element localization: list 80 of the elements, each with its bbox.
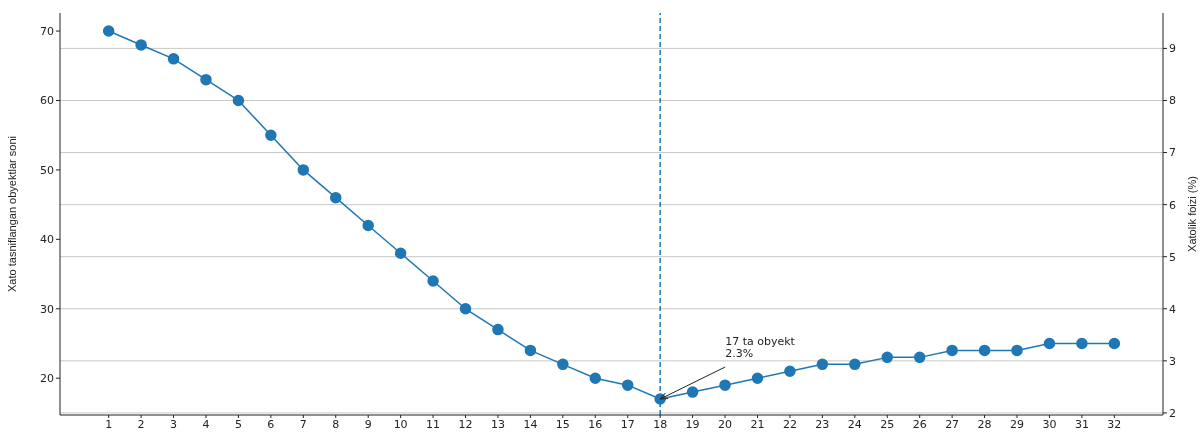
x-tick-label: 15 <box>555 417 570 431</box>
point <box>621 379 634 391</box>
point <box>200 73 212 86</box>
y-tick-label: 40 <box>40 233 54 247</box>
annotation: 17 ta obyekt 2.3% <box>725 335 796 361</box>
point <box>492 323 504 336</box>
point <box>1043 337 1056 350</box>
point <box>297 164 310 176</box>
x-tick-label: 16 <box>588 417 603 431</box>
x-tick-label: 28 <box>977 417 992 431</box>
point <box>102 25 115 37</box>
x-tick-label: 20 <box>718 417 733 431</box>
x-tick-label: 23 <box>815 417 830 431</box>
x-tick-label: 31 <box>1074 417 1089 431</box>
point <box>1108 337 1121 350</box>
x-tick-label: 13 <box>490 417 505 431</box>
x-tick-label: 12 <box>458 417 473 431</box>
point <box>881 351 893 364</box>
x-tick-label: 22 <box>782 417 797 431</box>
point <box>849 358 861 371</box>
x-tick-label: 27 <box>945 417 960 431</box>
y2-tick-label: 7 <box>1169 146 1176 160</box>
x-tick-label: 7 <box>299 417 307 431</box>
point <box>686 386 699 398</box>
x-tick-label: 32 <box>1107 417 1122 431</box>
y2-tick-label: 6 <box>1169 198 1176 212</box>
x-tick-label: 24 <box>847 417 862 431</box>
x-tick-label: 1 <box>105 417 113 431</box>
point <box>135 39 147 51</box>
point <box>946 344 958 357</box>
point <box>719 379 731 391</box>
y-tick-label: 30 <box>40 302 54 316</box>
x-tick-label: 17 <box>620 417 635 431</box>
point <box>784 365 796 378</box>
point <box>330 191 342 204</box>
x-tick-label: 2 <box>137 417 145 431</box>
x-tick-label: 26 <box>912 417 927 431</box>
x-tick-label: 10 <box>393 417 408 431</box>
point <box>459 303 472 315</box>
y-tick-label: 60 <box>40 94 54 108</box>
x-tick-label: 5 <box>234 417 242 431</box>
x-tick-label: 29 <box>1010 417 1025 431</box>
point <box>362 219 374 232</box>
y2-tick-label: 2 <box>1169 406 1176 420</box>
y2-axis-title: Xatolik foizi (%) <box>1185 176 1198 252</box>
point <box>1011 344 1023 357</box>
x-tick-label: 3 <box>170 417 178 431</box>
x-tick-label: 4 <box>202 417 210 431</box>
y-tick-label: 20 <box>40 372 54 386</box>
y-tick-label: 50 <box>40 163 54 177</box>
point <box>167 53 180 65</box>
x-tick-label: 6 <box>267 417 275 431</box>
y-axis-title: Xato tasniflangan obyektlar soni <box>5 136 18 292</box>
x-tick-label: 9 <box>364 417 372 431</box>
x-tick-label: 21 <box>750 417 765 431</box>
y2-tick-label: 4 <box>1169 302 1176 316</box>
point <box>978 344 991 357</box>
y-tick-label: 70 <box>40 24 54 38</box>
y2-tick-label: 5 <box>1169 250 1176 264</box>
y2-tick-label: 3 <box>1169 354 1176 368</box>
point <box>232 94 245 107</box>
point <box>816 358 829 371</box>
point <box>394 247 407 259</box>
point <box>557 358 569 371</box>
point <box>751 372 764 384</box>
x-tick-label: 18 <box>653 417 668 431</box>
point <box>524 344 537 357</box>
x-tick-label: 11 <box>426 417 441 431</box>
x-tick-label: 30 <box>1042 417 1057 431</box>
point <box>589 372 602 384</box>
x-tick-label: 25 <box>880 417 895 431</box>
y2-tick-label: 9 <box>1169 42 1176 56</box>
y2-tick-label: 8 <box>1169 94 1176 108</box>
point <box>913 351 926 364</box>
point <box>427 275 439 287</box>
x-tick-label: 19 <box>685 417 700 431</box>
point <box>1076 337 1088 350</box>
x-tick-label: 8 <box>332 417 340 431</box>
x-tick-label: 14 <box>523 417 538 431</box>
point <box>265 129 277 141</box>
